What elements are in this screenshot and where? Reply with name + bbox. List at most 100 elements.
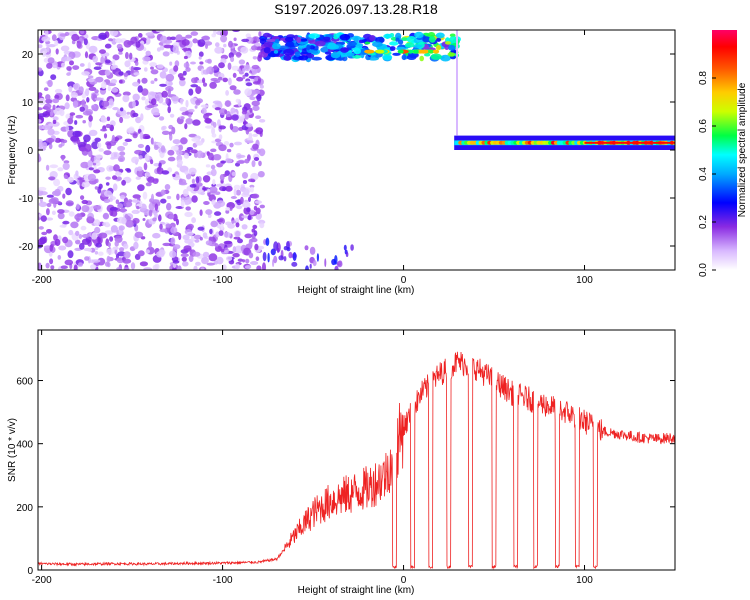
noise-blob	[240, 196, 244, 204]
noise-blob	[38, 189, 44, 196]
noise-blob	[44, 103, 52, 110]
colorbar-tick-label: 0.6	[698, 119, 709, 133]
noise-blob	[50, 197, 59, 204]
upper-band-blob	[392, 52, 401, 56]
noise-blob	[116, 43, 123, 50]
noise-blob	[196, 150, 204, 159]
noise-blob	[155, 30, 165, 33]
noise-blob	[144, 98, 149, 106]
noise-blob	[256, 94, 262, 102]
x-tick-label: -100	[213, 575, 233, 586]
noise-blob	[259, 204, 265, 209]
upper-band-blob	[311, 50, 319, 54]
noise-blob	[76, 40, 82, 49]
lower-band-core	[608, 141, 611, 144]
upper-band-blob	[449, 33, 456, 38]
upper-band-core	[407, 49, 414, 54]
noise-blob	[254, 243, 259, 251]
noise-blob	[203, 201, 210, 205]
upper-band-blob	[283, 48, 295, 56]
noise-blob	[137, 166, 143, 172]
noise-blob	[211, 133, 217, 138]
lower-band-core	[584, 141, 587, 144]
y-tick-label: 600	[16, 377, 33, 388]
noise-blob	[248, 132, 253, 139]
noise-blob	[175, 34, 183, 42]
noise-blob	[69, 112, 76, 116]
noise-blob	[78, 234, 83, 239]
noise-blob	[153, 209, 157, 216]
noise-blob	[201, 257, 209, 265]
noise-blob	[157, 166, 161, 172]
noise-blob	[54, 88, 63, 94]
noise-blob	[209, 228, 213, 235]
noise-blob	[60, 45, 70, 52]
upper-band-blob	[435, 32, 445, 39]
noise-blob	[39, 47, 48, 55]
upper-band-blob	[347, 41, 357, 47]
noise-blob	[38, 119, 42, 123]
snr-x-label: Height of straight line (km)	[298, 585, 415, 596]
lower-band-core	[597, 141, 600, 144]
noise-blob	[248, 241, 253, 248]
noise-blob	[38, 262, 42, 270]
lower-band-core	[671, 141, 674, 144]
upper-band-blob	[273, 50, 279, 54]
noise-blob	[190, 31, 199, 36]
noise-blob	[61, 154, 65, 161]
upper-band-blob	[382, 54, 393, 61]
noise-blob	[143, 162, 148, 171]
noise-blob	[133, 72, 140, 76]
noise-blob	[122, 141, 128, 146]
noise-blob	[63, 56, 72, 62]
noise-blob	[91, 141, 100, 150]
noise-blob	[224, 100, 231, 107]
x-tick-label: 0	[401, 575, 407, 586]
noise-blob	[219, 174, 225, 181]
noise-blob	[180, 98, 184, 105]
noise-blob	[42, 124, 51, 131]
upper-band-core	[364, 49, 375, 54]
noise-blob	[126, 127, 135, 134]
noise-blob	[138, 33, 143, 38]
noise-blob	[152, 232, 161, 239]
noise-blob	[65, 125, 70, 132]
noise-blob	[102, 222, 106, 226]
noise-blob	[235, 98, 240, 103]
noise-blob	[47, 79, 53, 88]
noise-blob	[45, 137, 55, 143]
noise-blob	[145, 32, 155, 37]
noise-blob	[210, 220, 218, 228]
noise-blob	[180, 253, 189, 258]
noise-blob	[57, 167, 64, 172]
noise-blob	[98, 232, 108, 239]
upper-band-blob	[308, 33, 321, 39]
noise-blob	[278, 255, 285, 261]
noise-blob	[52, 104, 56, 111]
noise-blob	[159, 83, 167, 87]
noise-blob	[52, 98, 60, 104]
noise-blob	[186, 173, 192, 180]
noise-blob	[105, 176, 111, 180]
noise-blob	[66, 72, 71, 76]
upper-band-blob	[324, 51, 332, 55]
noise-blob	[177, 73, 184, 79]
upper-band-blob	[266, 33, 273, 38]
noise-blob	[245, 258, 250, 264]
noise-blob	[188, 108, 195, 113]
noise-blob	[108, 38, 113, 42]
noise-blob	[229, 142, 234, 148]
noise-blob	[243, 247, 252, 256]
noise-blob	[205, 43, 208, 49]
noise-blob	[127, 199, 133, 203]
lower-band-core	[669, 141, 672, 144]
noise-blob	[241, 110, 247, 115]
upper-band-blob	[352, 54, 362, 59]
lower-band-core	[591, 141, 594, 144]
noise-blob	[64, 31, 70, 36]
noise-blob	[124, 60, 131, 68]
noise-blob	[242, 201, 251, 209]
x-tick-label: -100	[213, 275, 233, 286]
noise-blob	[150, 80, 155, 84]
noise-blob	[66, 66, 72, 71]
